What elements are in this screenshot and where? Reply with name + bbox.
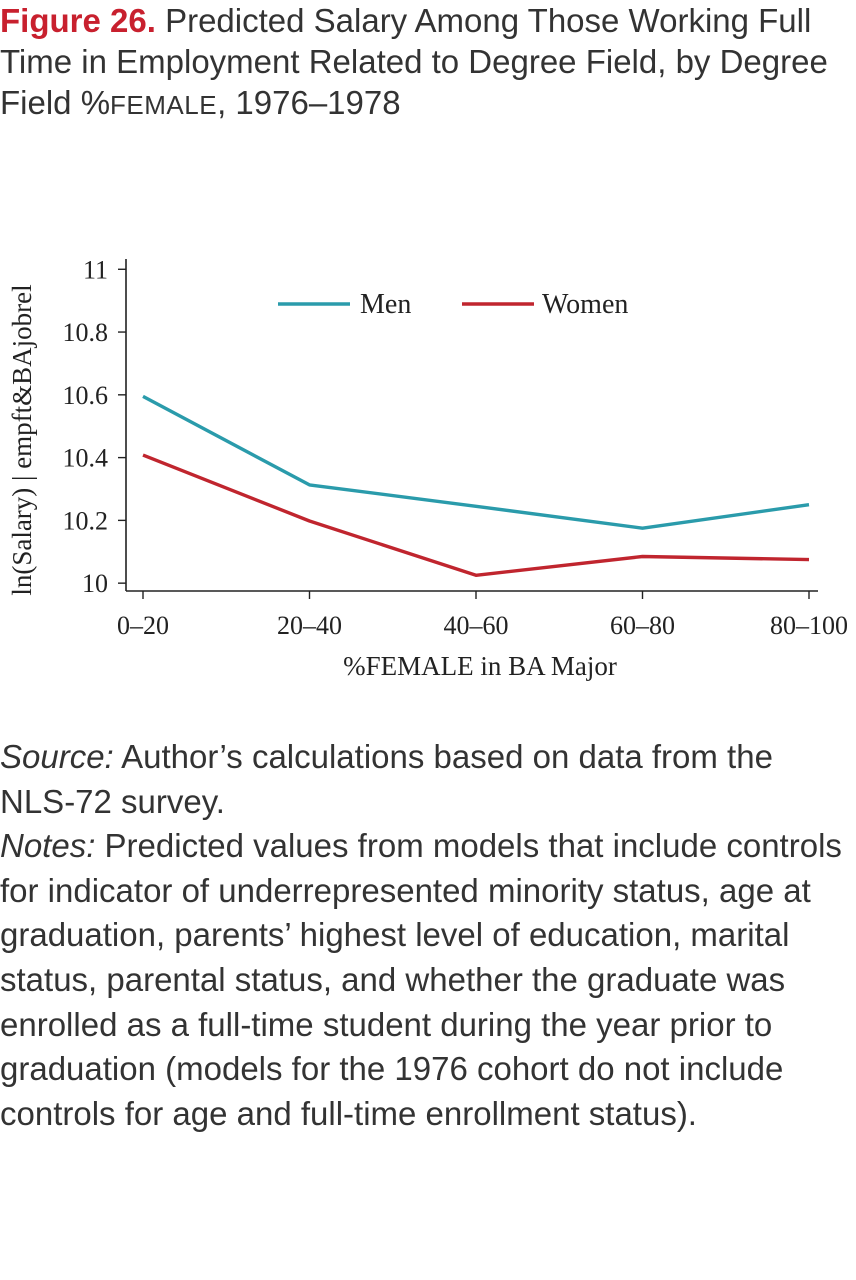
source-note: Source: Author’s calculations based on d… <box>0 735 852 824</box>
y-tick-label: 10.4 <box>63 444 109 473</box>
legend-label-women: Women <box>542 289 628 320</box>
legend-label-men: Men <box>360 289 411 320</box>
figure-notes: Source: Author’s calculations based on d… <box>0 735 852 1136</box>
notes-text: Predicted values from models that includ… <box>0 827 842 1132</box>
notes-label: Notes: <box>0 827 96 865</box>
figure-label: Figure 26. <box>0 2 156 39</box>
source-text: Author’s calculations based on data from… <box>0 738 773 820</box>
y-tick-label: 10.6 <box>63 381 109 410</box>
x-tick-label: 20–40 <box>277 611 342 640</box>
y-tick-label: 10.8 <box>63 318 109 347</box>
chart-lines <box>142 394 810 577</box>
x-tick-label: 0–20 <box>117 611 169 640</box>
y-tick-label: 10 <box>82 569 108 598</box>
y-tick-label: 11 <box>83 255 108 284</box>
chart-legend: Men Women <box>278 289 628 320</box>
line-chart: 10 10.2 10.4 10.6 10.8 11 0–20 20–40 40–60 60–80 8… <box>7 255 849 681</box>
y-tick-label: 10.2 <box>63 506 109 535</box>
x-axis-label: %FEMALE in BA Major <box>343 651 617 681</box>
figure-title-smallcaps: FEMALE <box>110 90 218 120</box>
series-line-women <box>142 453 810 577</box>
x-tick-label: 80–100 <box>770 611 848 640</box>
figure-title-text: Predicted Salary Among Those Working Ful… <box>0 2 828 121</box>
figure-title-years: , 1976–1978 <box>217 84 401 121</box>
source-label: Source: <box>0 738 114 775</box>
chart-axes: 10 10.2 10.4 10.6 10.8 11 0–20 20–40 40–60 60–80 8… <box>63 255 849 640</box>
series-line-men <box>142 394 810 530</box>
y-axis-label: ln(Salary) | empft&BAjobrel <box>7 284 37 595</box>
x-tick-label: 40–60 <box>444 611 509 640</box>
notes-paragraph: Notes: Predicted values from models that… <box>0 824 852 1136</box>
figure-title: Figure 26. Predicted Salary Among Those … <box>0 0 850 126</box>
x-tick-label: 60–80 <box>610 611 675 640</box>
